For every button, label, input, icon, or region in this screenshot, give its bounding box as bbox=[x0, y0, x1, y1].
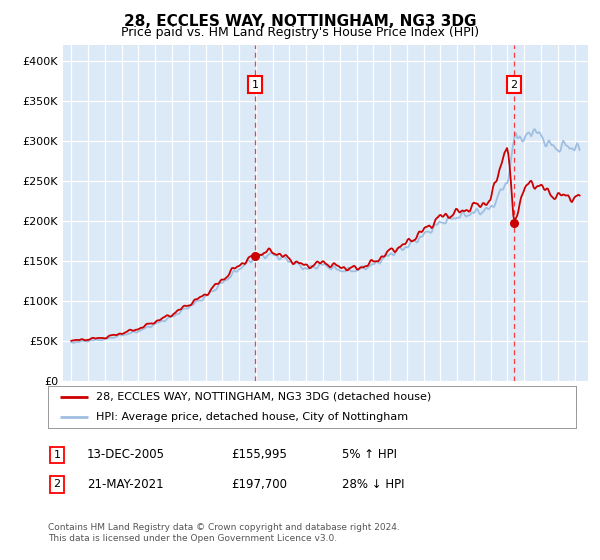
Text: HPI: Average price, detached house, City of Nottingham: HPI: Average price, detached house, City… bbox=[95, 412, 407, 422]
Text: 21-MAY-2021: 21-MAY-2021 bbox=[87, 478, 164, 491]
Text: £155,995: £155,995 bbox=[231, 448, 287, 461]
Text: 2: 2 bbox=[511, 80, 517, 90]
Text: 1: 1 bbox=[251, 80, 259, 90]
Text: 13-DEC-2005: 13-DEC-2005 bbox=[87, 448, 165, 461]
Text: 28% ↓ HPI: 28% ↓ HPI bbox=[342, 478, 404, 491]
Text: Price paid vs. HM Land Registry's House Price Index (HPI): Price paid vs. HM Land Registry's House … bbox=[121, 26, 479, 39]
Text: 1: 1 bbox=[53, 450, 61, 460]
Text: 5% ↑ HPI: 5% ↑ HPI bbox=[342, 448, 397, 461]
Text: Contains HM Land Registry data © Crown copyright and database right 2024.: Contains HM Land Registry data © Crown c… bbox=[48, 523, 400, 532]
Text: This data is licensed under the Open Government Licence v3.0.: This data is licensed under the Open Gov… bbox=[48, 534, 337, 543]
Text: £197,700: £197,700 bbox=[231, 478, 287, 491]
Text: 28, ECCLES WAY, NOTTINGHAM, NG3 3DG (detached house): 28, ECCLES WAY, NOTTINGHAM, NG3 3DG (det… bbox=[95, 392, 431, 402]
Text: 28, ECCLES WAY, NOTTINGHAM, NG3 3DG: 28, ECCLES WAY, NOTTINGHAM, NG3 3DG bbox=[124, 14, 476, 29]
Text: 2: 2 bbox=[53, 479, 61, 489]
